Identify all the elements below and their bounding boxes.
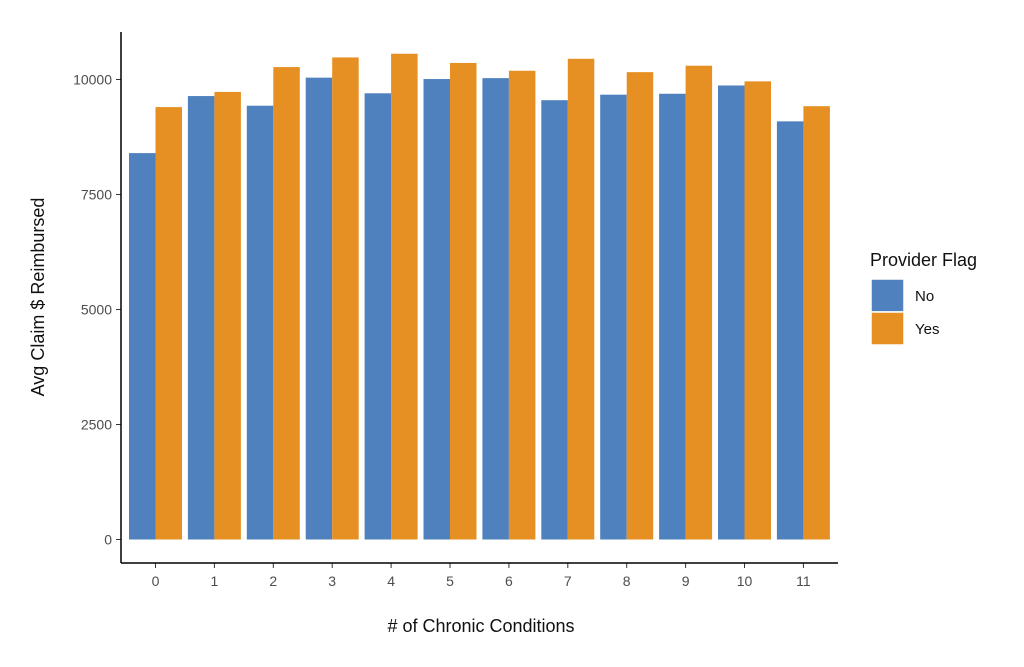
legend-items: No Yes [870,278,939,346]
x-tick-label-11: 11 [796,573,811,589]
x-tick-label-3: 3 [328,573,336,589]
bar-no-6 [482,78,509,540]
y-tick-label-5000: 5000 [81,302,112,318]
bar-yes-7 [567,58,595,540]
x-ticks-group: 0 1 2 3 4 5 6 7 8 9 10 11 [152,563,811,589]
legend-swatch-yes [870,311,905,346]
y-ticks-group: 0 2500 5000 7500 10000 [73,72,121,548]
bar-yes-8 [626,72,654,540]
bar-no-1 [187,96,215,540]
bar-yes-1 [214,91,241,540]
legend: Provider Flag No Yes [870,250,977,346]
legend-label-no: No [915,288,934,305]
x-tick-label-5: 5 [446,573,454,589]
bar-yes-6 [508,70,536,540]
legend-swatch-no [870,278,905,313]
y-tick-label-0: 0 [104,532,112,548]
bar-no-5 [423,79,450,540]
x-tick-label-10: 10 [737,573,753,589]
x-tick-label-9: 9 [682,573,690,589]
legend-label-yes: Yes [915,321,939,338]
x-tick-label-7: 7 [564,573,572,589]
x-tick-label-0: 0 [152,573,160,589]
y-tick-label-10000: 10000 [73,72,112,88]
bar-no-10 [718,85,745,540]
legend-title: Provider Flag [870,250,977,270]
x-tick-label-2: 2 [269,573,277,589]
bar-no-2 [246,105,274,540]
bar-no-7 [541,100,568,540]
bar-no-8 [600,94,627,540]
bar-no-4 [364,93,392,540]
y-tick-label-7500: 7500 [81,187,112,203]
bar-yes-3 [332,57,359,540]
bars-group [129,53,830,540]
bar-yes-10 [744,81,771,540]
bar-yes-5 [450,62,477,540]
bar-yes-11 [803,106,830,540]
x-tick-label-1: 1 [211,573,219,589]
y-axis-title: Avg Claim $ Reimbursed [28,198,48,397]
bar-no-0 [129,153,156,540]
bar-no-3 [305,77,333,540]
x-tick-label-8: 8 [623,573,631,589]
y-tick-label-2500: 2500 [81,417,112,433]
bar-yes-0 [155,107,182,540]
bar-no-9 [659,93,686,540]
x-axis-title: # of Chronic Conditions [387,616,574,636]
bar-yes-4 [391,53,418,540]
x-tick-label-4: 4 [387,573,395,589]
bar-yes-2 [273,67,300,540]
bar-yes-9 [685,65,713,540]
x-tick-label-6: 6 [505,573,513,589]
bar-no-11 [776,121,804,540]
